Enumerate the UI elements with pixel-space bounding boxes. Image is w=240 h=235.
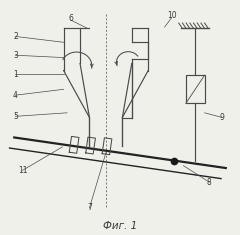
Bar [186, 75, 204, 103]
Text: 7: 7 [87, 204, 92, 212]
Text: 5: 5 [13, 112, 18, 121]
Text: 2: 2 [13, 32, 18, 41]
Text: 3: 3 [13, 51, 18, 60]
Text: 8: 8 [207, 178, 212, 187]
Text: 11: 11 [18, 166, 27, 175]
Text: 9: 9 [220, 113, 225, 122]
Text: Фиг. 1: Фиг. 1 [103, 221, 137, 231]
Text: 4: 4 [13, 91, 18, 100]
Text: 1: 1 [13, 70, 18, 78]
Text: 6: 6 [68, 14, 73, 23]
Text: 10: 10 [167, 11, 176, 20]
